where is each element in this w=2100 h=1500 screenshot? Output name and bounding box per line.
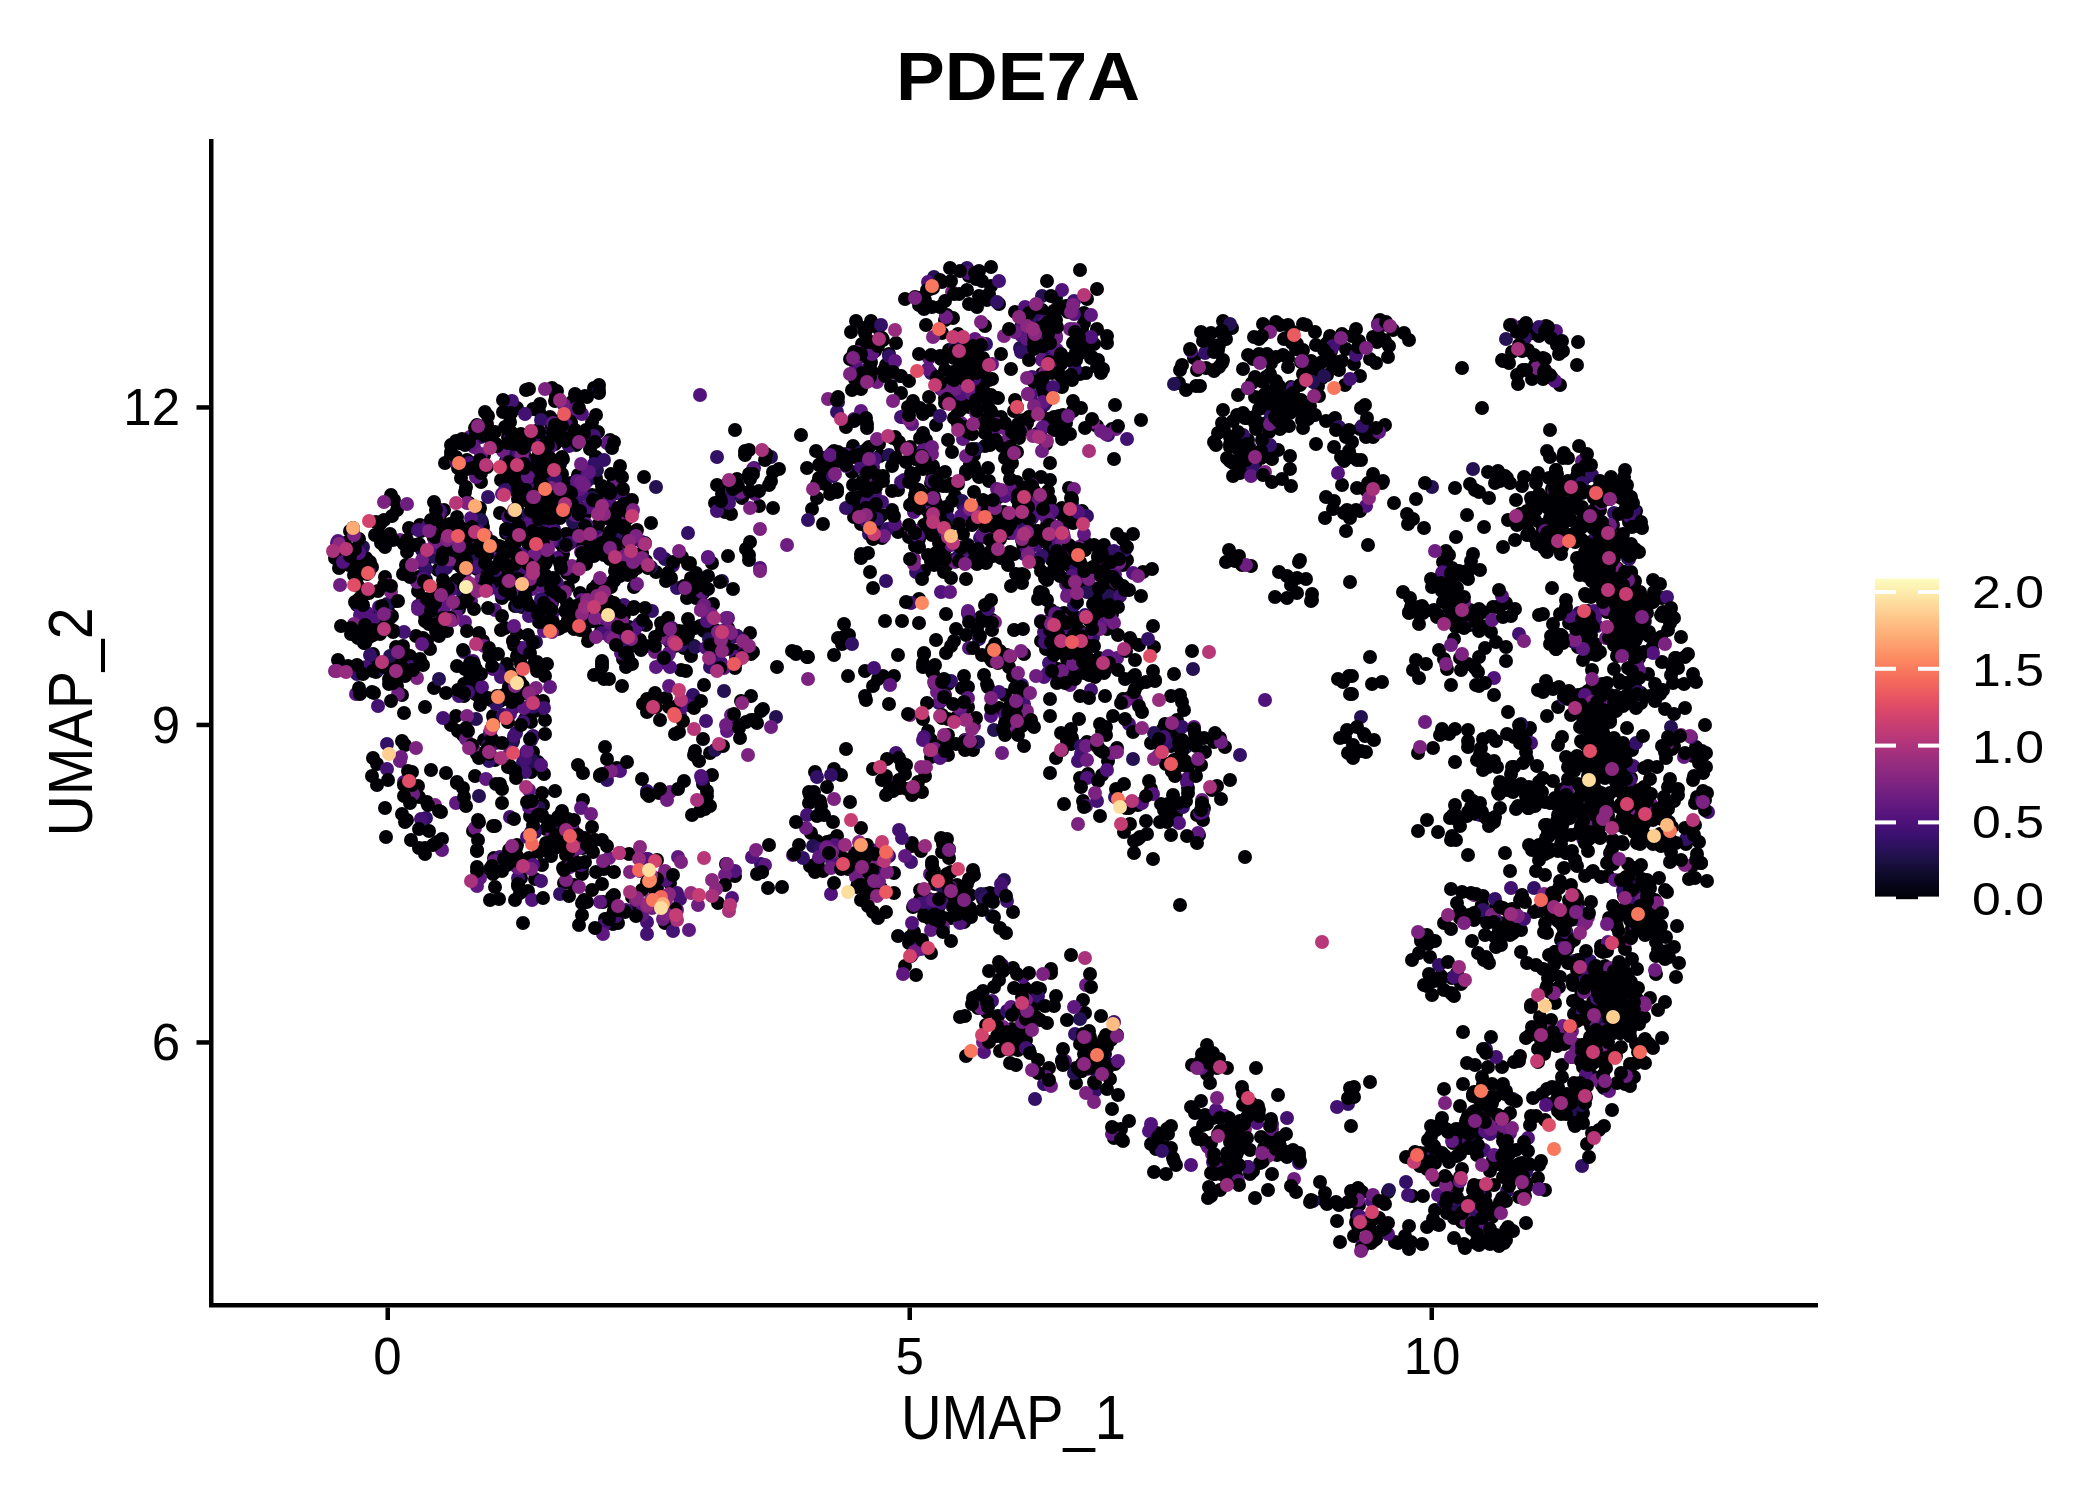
- svg-text:PDE7A: PDE7A: [896, 38, 1140, 114]
- svg-text:12: 12: [123, 379, 180, 436]
- svg-text:5: 5: [896, 1328, 924, 1385]
- svg-text:1.5: 1.5: [1972, 644, 2044, 696]
- svg-text:UMAP_2: UMAP_2: [35, 608, 105, 837]
- svg-text:9: 9: [152, 697, 180, 754]
- svg-text:0: 0: [373, 1328, 401, 1385]
- svg-text:6: 6: [152, 1014, 180, 1071]
- svg-text:UMAP_1: UMAP_1: [901, 1382, 1126, 1452]
- svg-text:2.0: 2.0: [1972, 566, 2044, 618]
- svg-text:1.0: 1.0: [1972, 721, 2044, 773]
- svg-text:0.0: 0.0: [1972, 873, 2044, 925]
- svg-text:0.5: 0.5: [1972, 796, 2044, 848]
- svg-text:10: 10: [1404, 1328, 1461, 1385]
